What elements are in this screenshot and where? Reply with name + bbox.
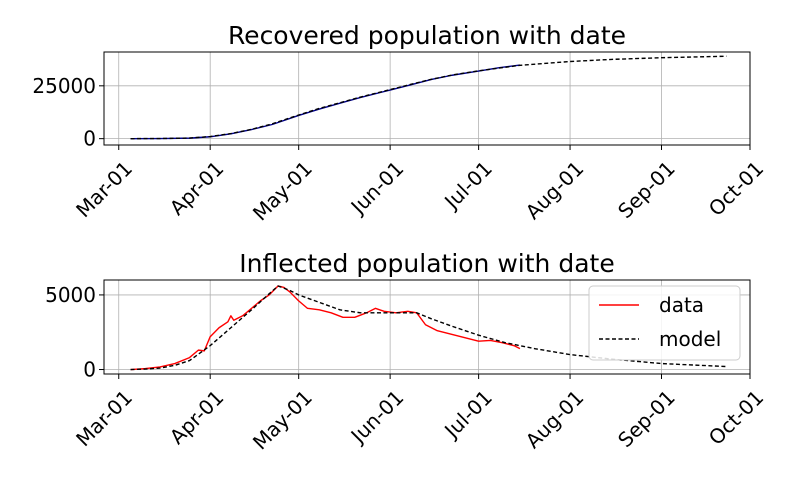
x-tick-label: Apr-01 <box>165 156 229 220</box>
x-tick-label: Jun-01 <box>345 385 409 449</box>
x-tick-label: Aug-01 <box>521 385 589 453</box>
x-tick-label: Jul-01 <box>438 385 497 444</box>
y-tick-label: 25000 <box>32 74 96 98</box>
chart-panel-2: Inflected population with date Mar-01 Apr-… <box>45 249 768 454</box>
x-tick-label: Aug-01 <box>521 156 589 224</box>
x-tick-label: May-01 <box>248 156 317 225</box>
y-tick-label: 0 <box>83 358 96 382</box>
x-tick-label: Oct-01 <box>704 156 769 221</box>
legend: data model <box>588 285 741 361</box>
x-tick-label: Jun-01 <box>345 156 409 220</box>
series-line-data <box>130 285 521 371</box>
legend-label-model: model <box>659 327 721 351</box>
series-line-solid <box>130 64 521 140</box>
legend-label-data: data <box>659 293 704 317</box>
series-line-model <box>130 285 727 371</box>
x-tick-label: Sep-01 <box>613 385 680 452</box>
x-tick-label: Apr-01 <box>165 385 229 449</box>
plot-frame <box>103 51 751 146</box>
x-tick-label: Jul-01 <box>438 156 497 215</box>
series-line-dashed <box>130 55 727 140</box>
plot-frame <box>103 279 751 375</box>
chart-title: Inflected population with date <box>239 249 614 278</box>
x-tick-label: Sep-01 <box>613 156 680 223</box>
chart-title: Recovered population with date <box>228 21 626 50</box>
x-tick-label: May-01 <box>248 385 317 454</box>
x-tick-label: Mar-01 <box>71 156 137 222</box>
y-tick-label: 0 <box>83 127 96 151</box>
chart-panel-1: Recovered population with date Mar-01 Apr-… <box>32 21 768 225</box>
x-tick-label: Oct-01 <box>704 385 769 450</box>
x-tick-label: Mar-01 <box>71 385 137 451</box>
y-tick-label: 5000 <box>45 283 96 307</box>
